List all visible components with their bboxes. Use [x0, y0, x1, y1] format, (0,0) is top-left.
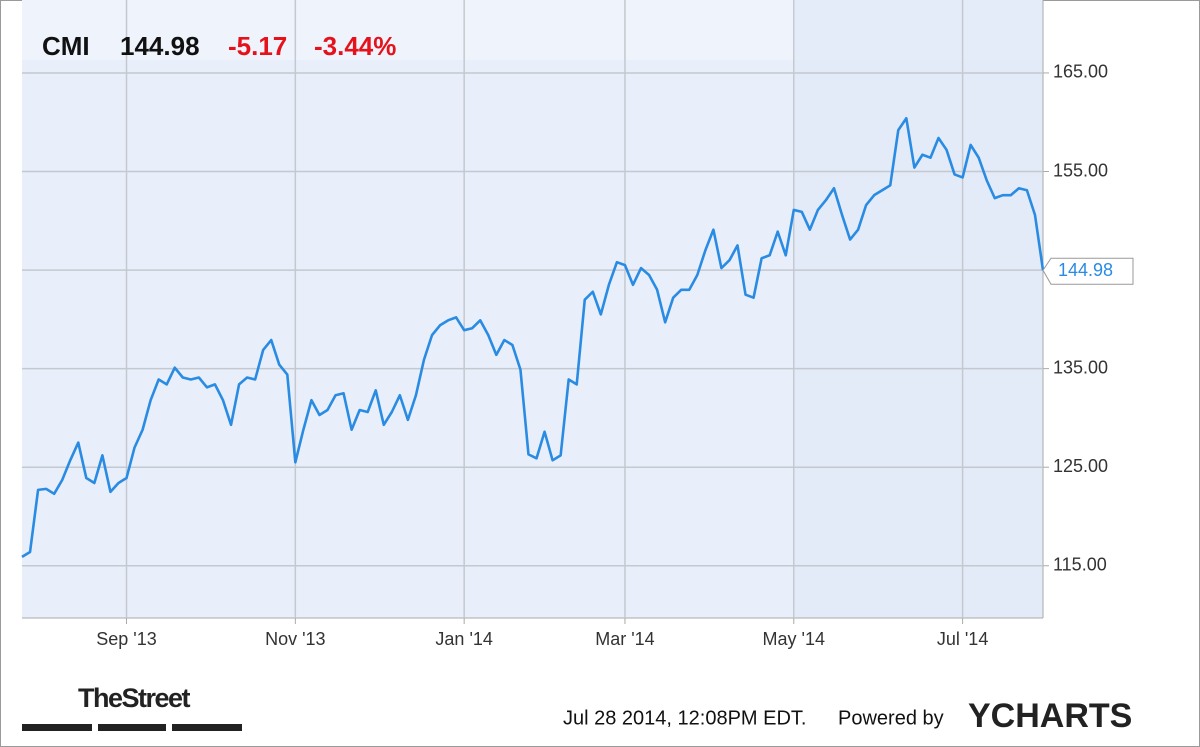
x-tick-label: Jul '14 [937, 629, 988, 649]
marks: 144.98 [21, 116, 1134, 558]
brand-bar [98, 724, 166, 731]
price: 144.98 [120, 31, 200, 61]
brand: TheStreet [78, 683, 191, 713]
y-tick-label: 135.00 [1053, 357, 1108, 377]
timestamp: Jul 28 2014, 12:08PM EDT. [563, 707, 806, 729]
change: -5.17 [228, 31, 287, 61]
brand-bar [22, 724, 92, 731]
x-tick-label: Jan '14 [435, 629, 492, 649]
y-tick-label: 115.00 [1053, 555, 1107, 575]
brand-bar [172, 724, 242, 731]
x-tick-label: Nov '13 [265, 629, 325, 649]
grid: 115.00125.00135.00145.00155.00165.00Sep … [22, 0, 1108, 649]
change-percent: -3.44% [314, 31, 396, 61]
y-tick-label: 125.00 [1053, 456, 1108, 476]
x-tick-label: Mar '14 [595, 629, 654, 649]
shade [795, 0, 1043, 618]
symbol: CMI [42, 31, 90, 61]
x-tick-label: May '14 [763, 629, 825, 649]
y-tick-label: 155.00 [1053, 160, 1108, 180]
price-line [21, 116, 1045, 558]
last-value-label: 144.98 [1058, 260, 1113, 280]
last-value-box [1042, 257, 1134, 285]
y-tick-label: 165.00 [1053, 62, 1108, 82]
provider: YCHARTS [968, 697, 1132, 735]
x-tick-label: Sep '13 [96, 629, 157, 649]
powered-by: Powered by [838, 707, 944, 729]
